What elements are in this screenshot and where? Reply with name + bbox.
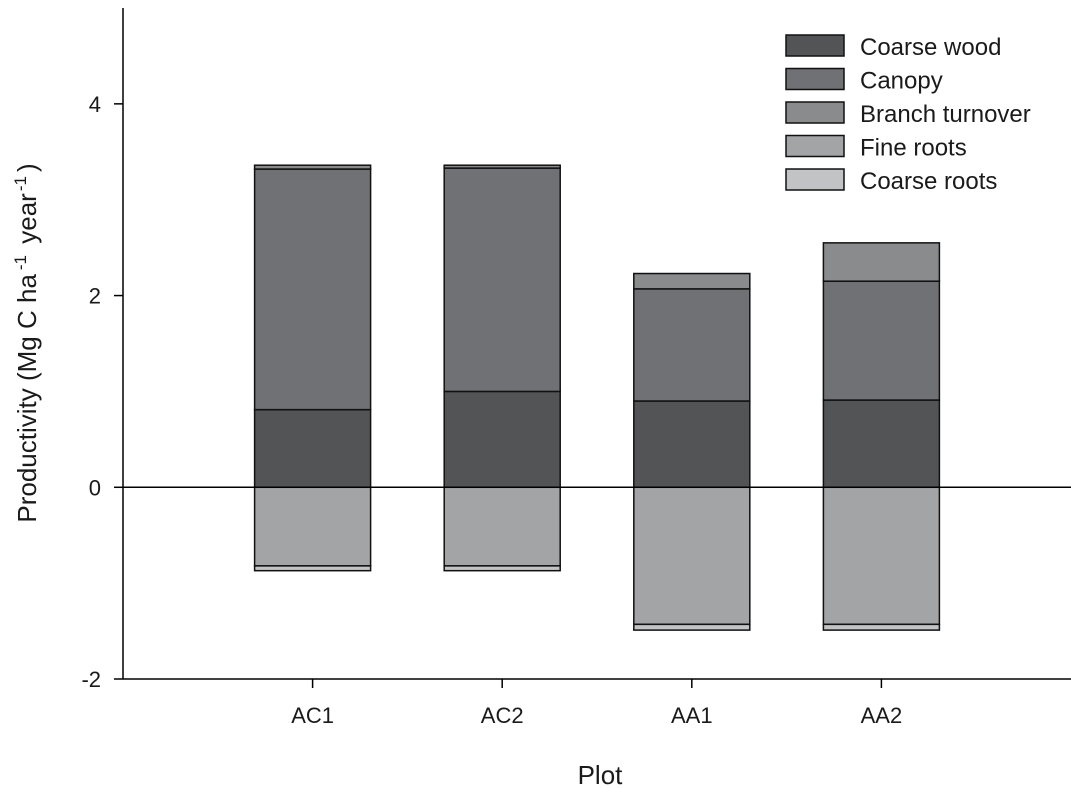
- bar-segment: [633, 486, 751, 626]
- bar-segment: [253, 565, 372, 572]
- bar-segment: [253, 164, 372, 170]
- legend-label: Canopy: [860, 68, 943, 95]
- bar-segment: [822, 486, 941, 626]
- bar-segment: [253, 486, 372, 567]
- legend-swatch: [785, 34, 845, 57]
- x-ticks: AC1 AC2 AA1 AA2: [291, 679, 902, 728]
- bar-segment: [443, 164, 561, 169]
- legend-label: Branch turnover: [860, 101, 1031, 128]
- legend-swatch: [785, 168, 845, 191]
- bar-segment: [253, 168, 372, 411]
- axes-layer: [122, 8, 1071, 680]
- y-tick-label: 2: [89, 284, 101, 309]
- bar-segment: [633, 400, 751, 489]
- bar-segment: [633, 288, 751, 402]
- x-axis-title: Plot: [578, 760, 624, 788]
- bar-segment: [822, 623, 941, 631]
- bar-segment: [822, 399, 941, 489]
- legend: Coarse wood Canopy Branch turnover Fine roo…: [785, 34, 1031, 195]
- bars-layer: [253, 164, 941, 631]
- bar-segment: [822, 280, 941, 401]
- bar-segment: [443, 565, 561, 572]
- bar-segment: [443, 390, 561, 489]
- x-tick-label: AC1: [291, 703, 334, 728]
- y-axis-title-mid: year: [12, 193, 42, 251]
- y-axis-title-exp2: -1: [11, 176, 30, 191]
- y-axis-title-end: ): [12, 163, 42, 172]
- x-tick-label: AC2: [481, 703, 524, 728]
- legend-label: Coarse wood: [860, 34, 1001, 61]
- x-tick-label: AA1: [671, 703, 713, 728]
- y-axis-title-exp1: -1: [11, 255, 30, 270]
- bar-segment: [633, 272, 751, 290]
- bar-segment: [443, 486, 561, 567]
- y-axis-title: Productivity (Mg C ha -1 year -1): [11, 163, 42, 522]
- y-tick-label: 0: [89, 475, 101, 500]
- legend-swatch: [785, 101, 845, 124]
- y-tick-label: -2: [81, 667, 101, 692]
- y-ticks: -2 0 2 4: [81, 92, 123, 692]
- y-tick-label: 4: [89, 92, 101, 117]
- legend-label: Fine roots: [860, 135, 967, 162]
- y-axis-title-main: Productivity (Mg C ha: [12, 274, 42, 523]
- legend-label: Coarse roots: [860, 168, 997, 195]
- bar-segment: [633, 623, 751, 631]
- legend-swatch: [785, 67, 845, 91]
- legend-swatch: [785, 134, 845, 158]
- bar-segment: [253, 408, 372, 489]
- bar-segment: [822, 242, 941, 282]
- x-tick-label: AA2: [861, 703, 903, 728]
- bar-segment: [443, 167, 561, 393]
